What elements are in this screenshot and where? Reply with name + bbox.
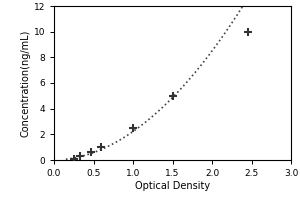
Y-axis label: Concentration(ng/mL): Concentration(ng/mL) (21, 29, 31, 137)
X-axis label: Optical Density: Optical Density (135, 181, 210, 191)
